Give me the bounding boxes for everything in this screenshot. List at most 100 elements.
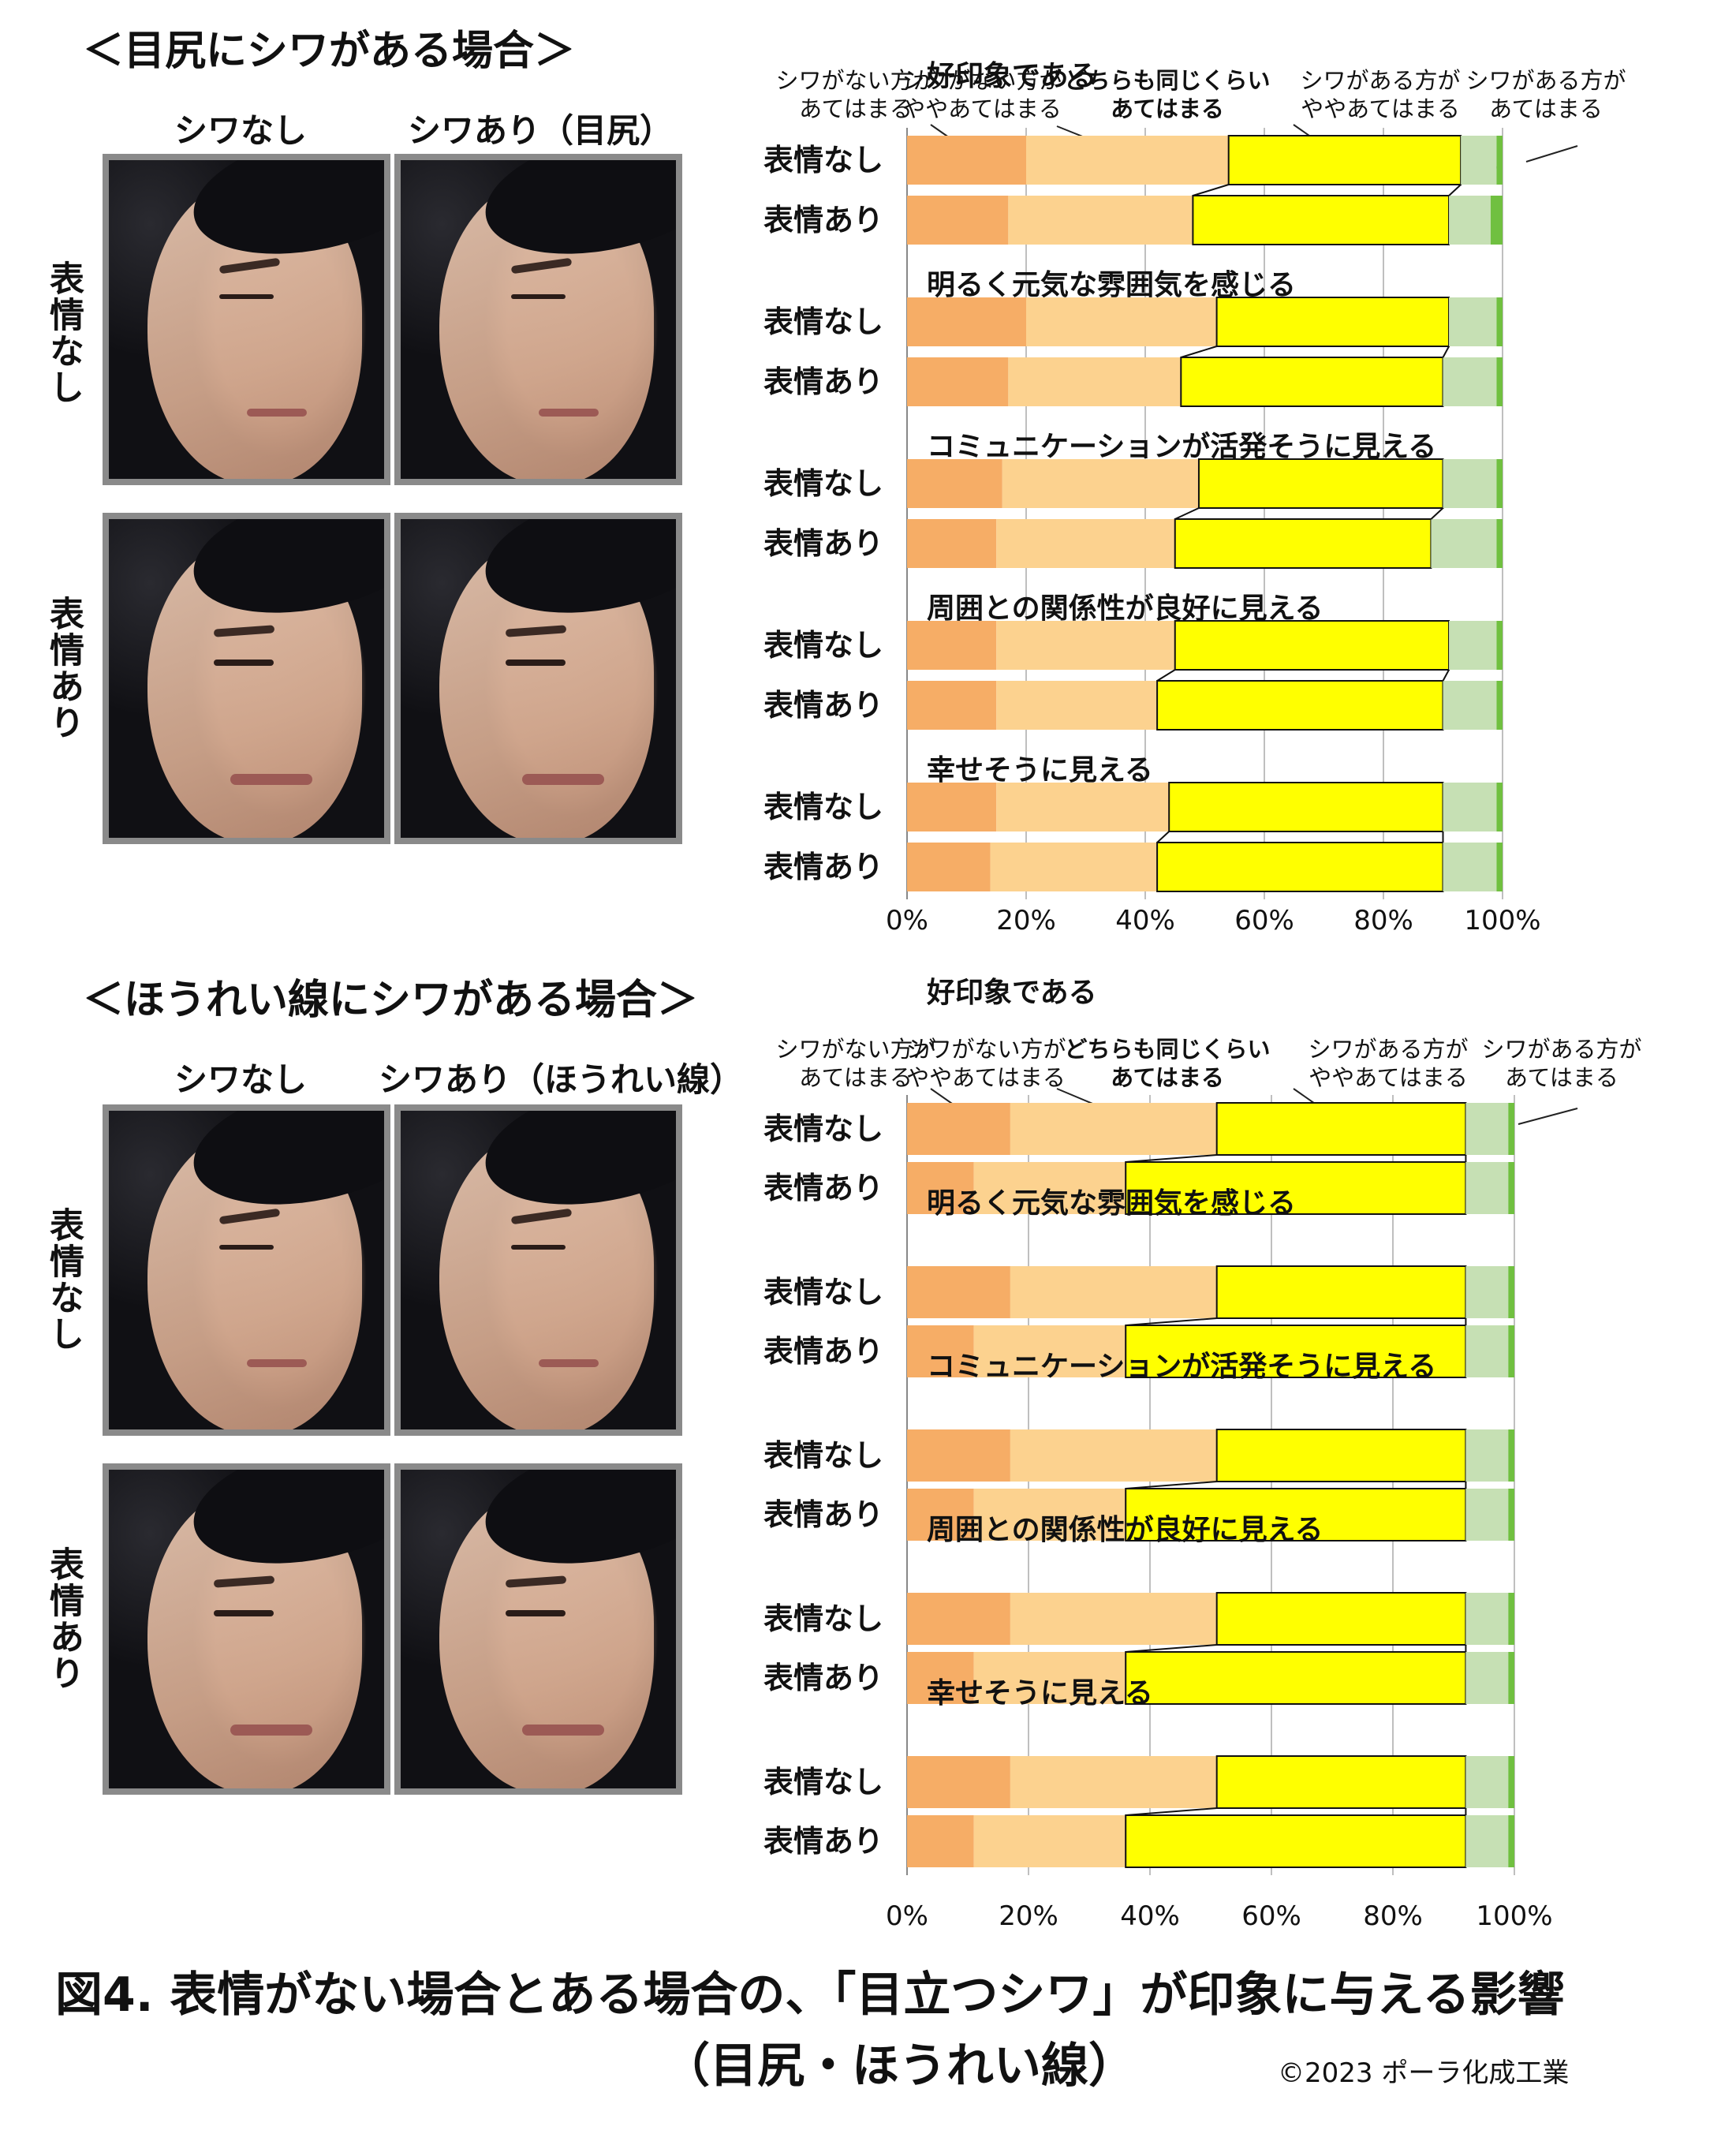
row-label: 表情あり (763, 364, 883, 399)
group-title: コミュニケーションが活発そうに見える (927, 431, 1436, 463)
row-label: 表情なし (763, 1438, 883, 1473)
bar-segment (907, 357, 1009, 406)
bar-segment (1010, 1756, 1217, 1808)
copyright: ©2023 ポーラ化成工業 (1278, 2057, 1570, 2089)
legend-label: ややあてはまる (1301, 95, 1460, 122)
legend-label: あてはまる (1111, 1064, 1224, 1091)
row-label: 表情なし (763, 1765, 883, 1799)
bar-segment (1496, 843, 1503, 891)
bar-segment (1010, 1593, 1217, 1645)
figure-caption: 図4. 表情がない場合とある場合の、「目立つシワ」が印象に与える影響 (55, 1967, 1565, 2023)
row-label: 表情なし (763, 1112, 883, 1146)
bar-segment (1125, 1325, 1467, 1378)
group-title: 幸せそうに見える (927, 754, 1153, 787)
bar-segment (1465, 1325, 1509, 1377)
connector-line (1126, 1481, 1217, 1489)
bar-segment (1008, 357, 1182, 406)
bar-segment (996, 519, 1175, 568)
bar-segment (1465, 1266, 1509, 1318)
bar-segment (973, 1489, 1126, 1541)
legend-label: シワがない方が (775, 67, 935, 94)
bar-segment (907, 297, 1026, 346)
bar-segment (1508, 1103, 1514, 1155)
bar-segment (1010, 1266, 1217, 1318)
face-photo (103, 513, 390, 844)
bar-segment (1496, 621, 1503, 670)
bar-segment (1496, 459, 1503, 508)
bar-segment (1026, 297, 1217, 346)
legend-label: シワがある方が (1481, 1036, 1641, 1063)
row-label: 表情あり (763, 203, 883, 237)
bar-segment (996, 681, 1158, 730)
bar-segment (907, 1325, 974, 1377)
connector-line (1156, 669, 1176, 682)
row-header: 表情なし (43, 1207, 84, 1352)
row-label: 表情あり (763, 1661, 883, 1695)
bar-segment (1431, 519, 1497, 568)
stacked-bar-chart-eye-corner: 0% 20% 40% 60% 80% 100%シワがない方があてはまるシワがない方がややあ… (763, 60, 1626, 936)
bar-segment (1449, 196, 1491, 245)
legend-label: シワがある方が (1308, 1036, 1468, 1063)
group-title: 好印象である (926, 60, 1097, 92)
row-label: 表情あり (763, 688, 883, 723)
bar-segment (1508, 1162, 1514, 1214)
bar-segment (1496, 783, 1503, 831)
bar-segment (1443, 357, 1497, 406)
group-title: 明るく元気な雰囲気を感じる (927, 1187, 1296, 1220)
bar-segment (1192, 195, 1450, 245)
x-tick-label: 0% (886, 1900, 928, 1932)
face-photo (103, 1463, 390, 1795)
face-photo (394, 1463, 682, 1795)
bar-segment (907, 681, 997, 730)
bar-segment (1465, 1652, 1509, 1704)
row-label: 表情なし (763, 1275, 883, 1310)
connector-line (1126, 1644, 1217, 1653)
bar-segment (1215, 1592, 1467, 1646)
legend-label: シワがない方が (775, 1036, 935, 1063)
row-header: 表情なし (43, 260, 84, 405)
bar-segment (1156, 842, 1444, 892)
bar-segment (1465, 1815, 1509, 1867)
connector-line (1156, 831, 1170, 843)
bar-segment (1490, 196, 1503, 245)
bar-segment (907, 1489, 974, 1541)
bar-segment (1465, 1103, 1509, 1155)
bar-segment (996, 783, 1170, 831)
bar-segment (1156, 680, 1444, 731)
connector-line (1126, 1154, 1217, 1163)
bar-segment (1508, 1325, 1514, 1377)
row-label: 表情なし (763, 305, 883, 339)
legend-label: あてはまる (799, 1064, 913, 1091)
legend-pointer (1525, 145, 1578, 163)
row-label: 表情なし (763, 1601, 883, 1636)
bar-segment (1002, 459, 1199, 508)
bar-segment (1449, 297, 1497, 346)
bar-segment (1215, 1755, 1467, 1809)
x-tick-label: 80% (1353, 905, 1413, 936)
bar-segment (1508, 1593, 1514, 1645)
bar-segment (1465, 1162, 1509, 1214)
x-tick-label: 80% (1363, 1900, 1423, 1932)
bar-segment (1026, 136, 1229, 185)
x-tick-label: 40% (1120, 1900, 1180, 1932)
bar-segment (1461, 136, 1497, 185)
row-header: 表情あり (43, 596, 84, 741)
bar-segment (907, 1815, 974, 1867)
legend-label: ややあてはまる (1309, 1064, 1468, 1091)
bar-segment (1449, 621, 1497, 670)
bar-segment (1496, 357, 1503, 406)
group-title: 明るく元気な雰囲気を感じる (927, 269, 1296, 301)
bar-segment (1508, 1756, 1514, 1808)
legend-label: どちらも同じくらい (1064, 67, 1270, 94)
bar-segment (1443, 783, 1497, 831)
x-tick-label: 20% (999, 1900, 1058, 1932)
legend-label: シワがある方が (1465, 67, 1626, 94)
legend-label: シワがない方が (902, 67, 1062, 94)
column-header: シワあり（ほうれい線） (379, 1060, 744, 1099)
connector-line (1181, 346, 1217, 358)
legend-label: あてはまる (1505, 1064, 1618, 1091)
group-title: 周囲との関係性が良好に見える (927, 1514, 1323, 1546)
bar-segment (1125, 1651, 1467, 1705)
stacked-bar-chart-nasolabial: 0% 20% 40% 60% 80% 100%シワがない方があてはまるシワがない方がややあ… (763, 977, 1642, 1932)
bar-segment (1010, 1103, 1217, 1155)
